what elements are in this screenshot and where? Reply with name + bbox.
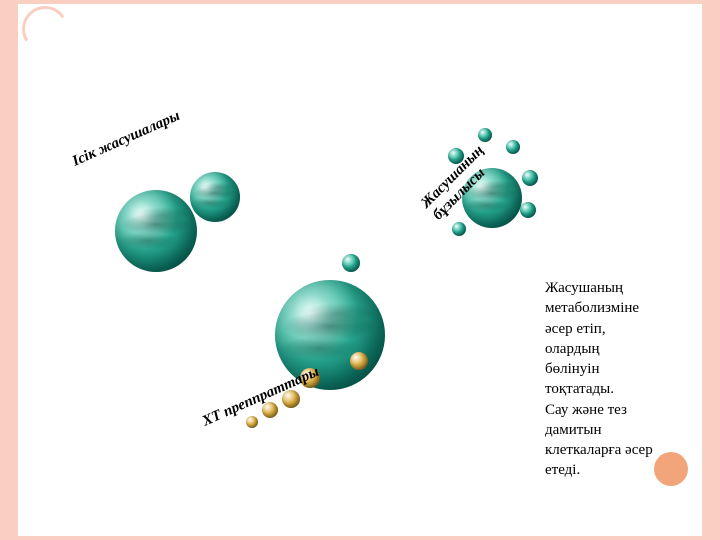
frag-3 bbox=[506, 140, 520, 154]
description-paragraph: Жасушаныңметаболизмінеәсер етіп,олардыңб… bbox=[545, 278, 685, 481]
drug-5 bbox=[350, 352, 368, 370]
frag-2 bbox=[478, 128, 492, 142]
label-ht-preparations: ХТ преппраттары bbox=[200, 364, 322, 431]
frag-5 bbox=[520, 202, 536, 218]
tumor-cell-large bbox=[115, 190, 197, 272]
corner-arc-decoration bbox=[18, 2, 73, 57]
frag-6 bbox=[452, 222, 466, 236]
label-tumor-cells: Ісік жасушалары bbox=[70, 108, 183, 171]
tumor-cell-small bbox=[190, 172, 240, 222]
frag-4 bbox=[522, 170, 538, 186]
central-frag bbox=[342, 254, 360, 272]
drug-4 bbox=[246, 416, 258, 428]
